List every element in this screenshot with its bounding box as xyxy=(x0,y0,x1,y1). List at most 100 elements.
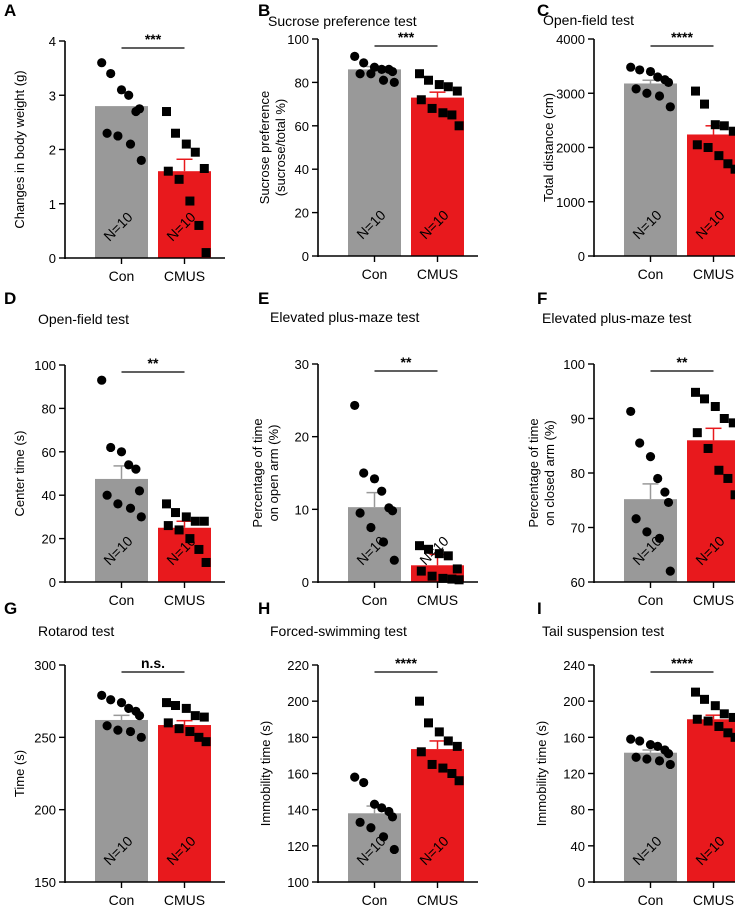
y-tick-label: 160 xyxy=(287,767,309,782)
y-tick-label: 100 xyxy=(287,32,309,47)
y-tick-label: 200 xyxy=(34,803,56,818)
x-tick-label: Con xyxy=(109,892,135,908)
data-point-con xyxy=(642,527,652,537)
bar-cmus xyxy=(158,725,211,882)
bar-con xyxy=(348,507,401,582)
data-point-con xyxy=(355,69,365,79)
bar-cmus xyxy=(158,527,211,582)
bar-cmus xyxy=(158,171,211,258)
data-point-cmus xyxy=(194,544,204,554)
y-tick-label: 0 xyxy=(302,249,309,264)
x-tick-label: CMUS xyxy=(164,592,205,608)
x-tick-label: CMUS xyxy=(164,892,205,908)
data-point-cmus xyxy=(728,712,735,722)
x-tick-label: Con xyxy=(638,892,664,908)
data-point-cmus xyxy=(714,151,724,161)
data-point-cmus xyxy=(454,575,464,585)
data-point-cmus xyxy=(194,732,204,742)
data-point-cmus xyxy=(710,701,720,711)
y-tick-label: 100 xyxy=(563,357,585,372)
panel-letter: G xyxy=(4,599,17,618)
significance-label: *** xyxy=(145,31,162,47)
panel-letter: I xyxy=(537,599,542,618)
bar-con xyxy=(95,719,148,882)
y-tick-label: 3000 xyxy=(556,86,585,101)
panel-letter: D xyxy=(4,289,16,308)
data-point-cmus xyxy=(447,110,457,120)
y-axis-label: Center time (s) xyxy=(12,431,27,517)
data-point-cmus xyxy=(424,718,433,728)
data-point-con xyxy=(116,85,127,95)
x-tick-label: Con xyxy=(109,592,135,608)
x-tick-label: Con xyxy=(362,592,388,608)
data-point-cmus xyxy=(415,541,424,551)
data-point-con xyxy=(654,756,665,766)
panel-title: Rotarod test xyxy=(38,623,114,639)
data-point-con xyxy=(654,533,665,544)
data-point-con xyxy=(645,739,656,750)
y-axis-label-line: Immobility time (s) xyxy=(534,721,549,826)
data-point-con xyxy=(631,84,641,94)
y-tick-label: 60 xyxy=(42,445,56,460)
data-point-cmus xyxy=(730,490,735,500)
error-bar-cmus xyxy=(429,740,446,750)
panel-letter: H xyxy=(258,599,270,618)
panel-letter: A xyxy=(4,1,16,20)
data-point-cmus xyxy=(424,544,433,554)
data-point-cmus xyxy=(424,75,433,85)
y-tick-label: 20 xyxy=(42,532,56,547)
data-point-cmus xyxy=(710,120,720,130)
data-point-con xyxy=(125,503,136,513)
data-point-cmus xyxy=(723,473,733,483)
data-point-cmus xyxy=(723,728,733,738)
data-point-cmus xyxy=(199,516,209,526)
data-point-con xyxy=(113,725,123,735)
data-point-cmus xyxy=(427,103,437,113)
data-point-cmus xyxy=(171,508,180,518)
y-axis-label: Immobility time (s) xyxy=(534,721,549,826)
bar-con xyxy=(624,752,677,882)
data-point-cmus xyxy=(171,128,180,138)
data-point-con xyxy=(106,68,116,79)
data-point-con xyxy=(665,759,675,770)
data-point-cmus xyxy=(416,566,426,576)
data-point-cmus xyxy=(162,698,171,708)
data-point-cmus xyxy=(163,718,173,728)
y-tick-label: 60 xyxy=(571,575,585,590)
panel-title: Forced-swimming test xyxy=(270,623,407,639)
data-point-con xyxy=(653,473,663,484)
data-point-cmus xyxy=(700,394,709,404)
data-point-cmus xyxy=(434,80,444,90)
data-point-con xyxy=(660,487,670,497)
data-point-con xyxy=(387,812,398,822)
data-point-cmus xyxy=(434,549,444,559)
data-point-con xyxy=(653,72,663,82)
significance-label: **** xyxy=(671,29,693,45)
data-point-con xyxy=(642,88,652,98)
data-point-con xyxy=(350,772,360,782)
x-tick-label: Con xyxy=(109,268,135,284)
data-point-con xyxy=(378,832,389,842)
x-tick-label: CMUS xyxy=(693,592,734,608)
data-point-con xyxy=(97,690,107,700)
data-point-cmus xyxy=(181,703,191,713)
y-tick-label: 1 xyxy=(49,197,56,212)
data-point-cmus xyxy=(703,443,713,453)
data-point-con xyxy=(350,51,360,61)
y-axis-label-line: Center time (s) xyxy=(12,431,27,517)
data-point-cmus xyxy=(174,525,184,535)
data-point-cmus xyxy=(454,776,464,786)
y-axis-label-line: on open arm (%) xyxy=(266,425,281,522)
panel-letter: F xyxy=(537,289,547,308)
data-point-cmus xyxy=(700,694,709,704)
data-point-cmus xyxy=(691,86,700,96)
y-tick-label: 0 xyxy=(49,575,56,590)
data-point-con xyxy=(359,58,369,68)
y-axis-label: Percentage of timeon closed arm (%) xyxy=(526,418,557,527)
data-point-cmus xyxy=(692,140,702,150)
y-tick-label: 200 xyxy=(563,694,585,709)
data-point-cmus xyxy=(730,732,735,742)
data-point-cmus xyxy=(447,769,457,778)
data-point-con xyxy=(366,69,376,79)
